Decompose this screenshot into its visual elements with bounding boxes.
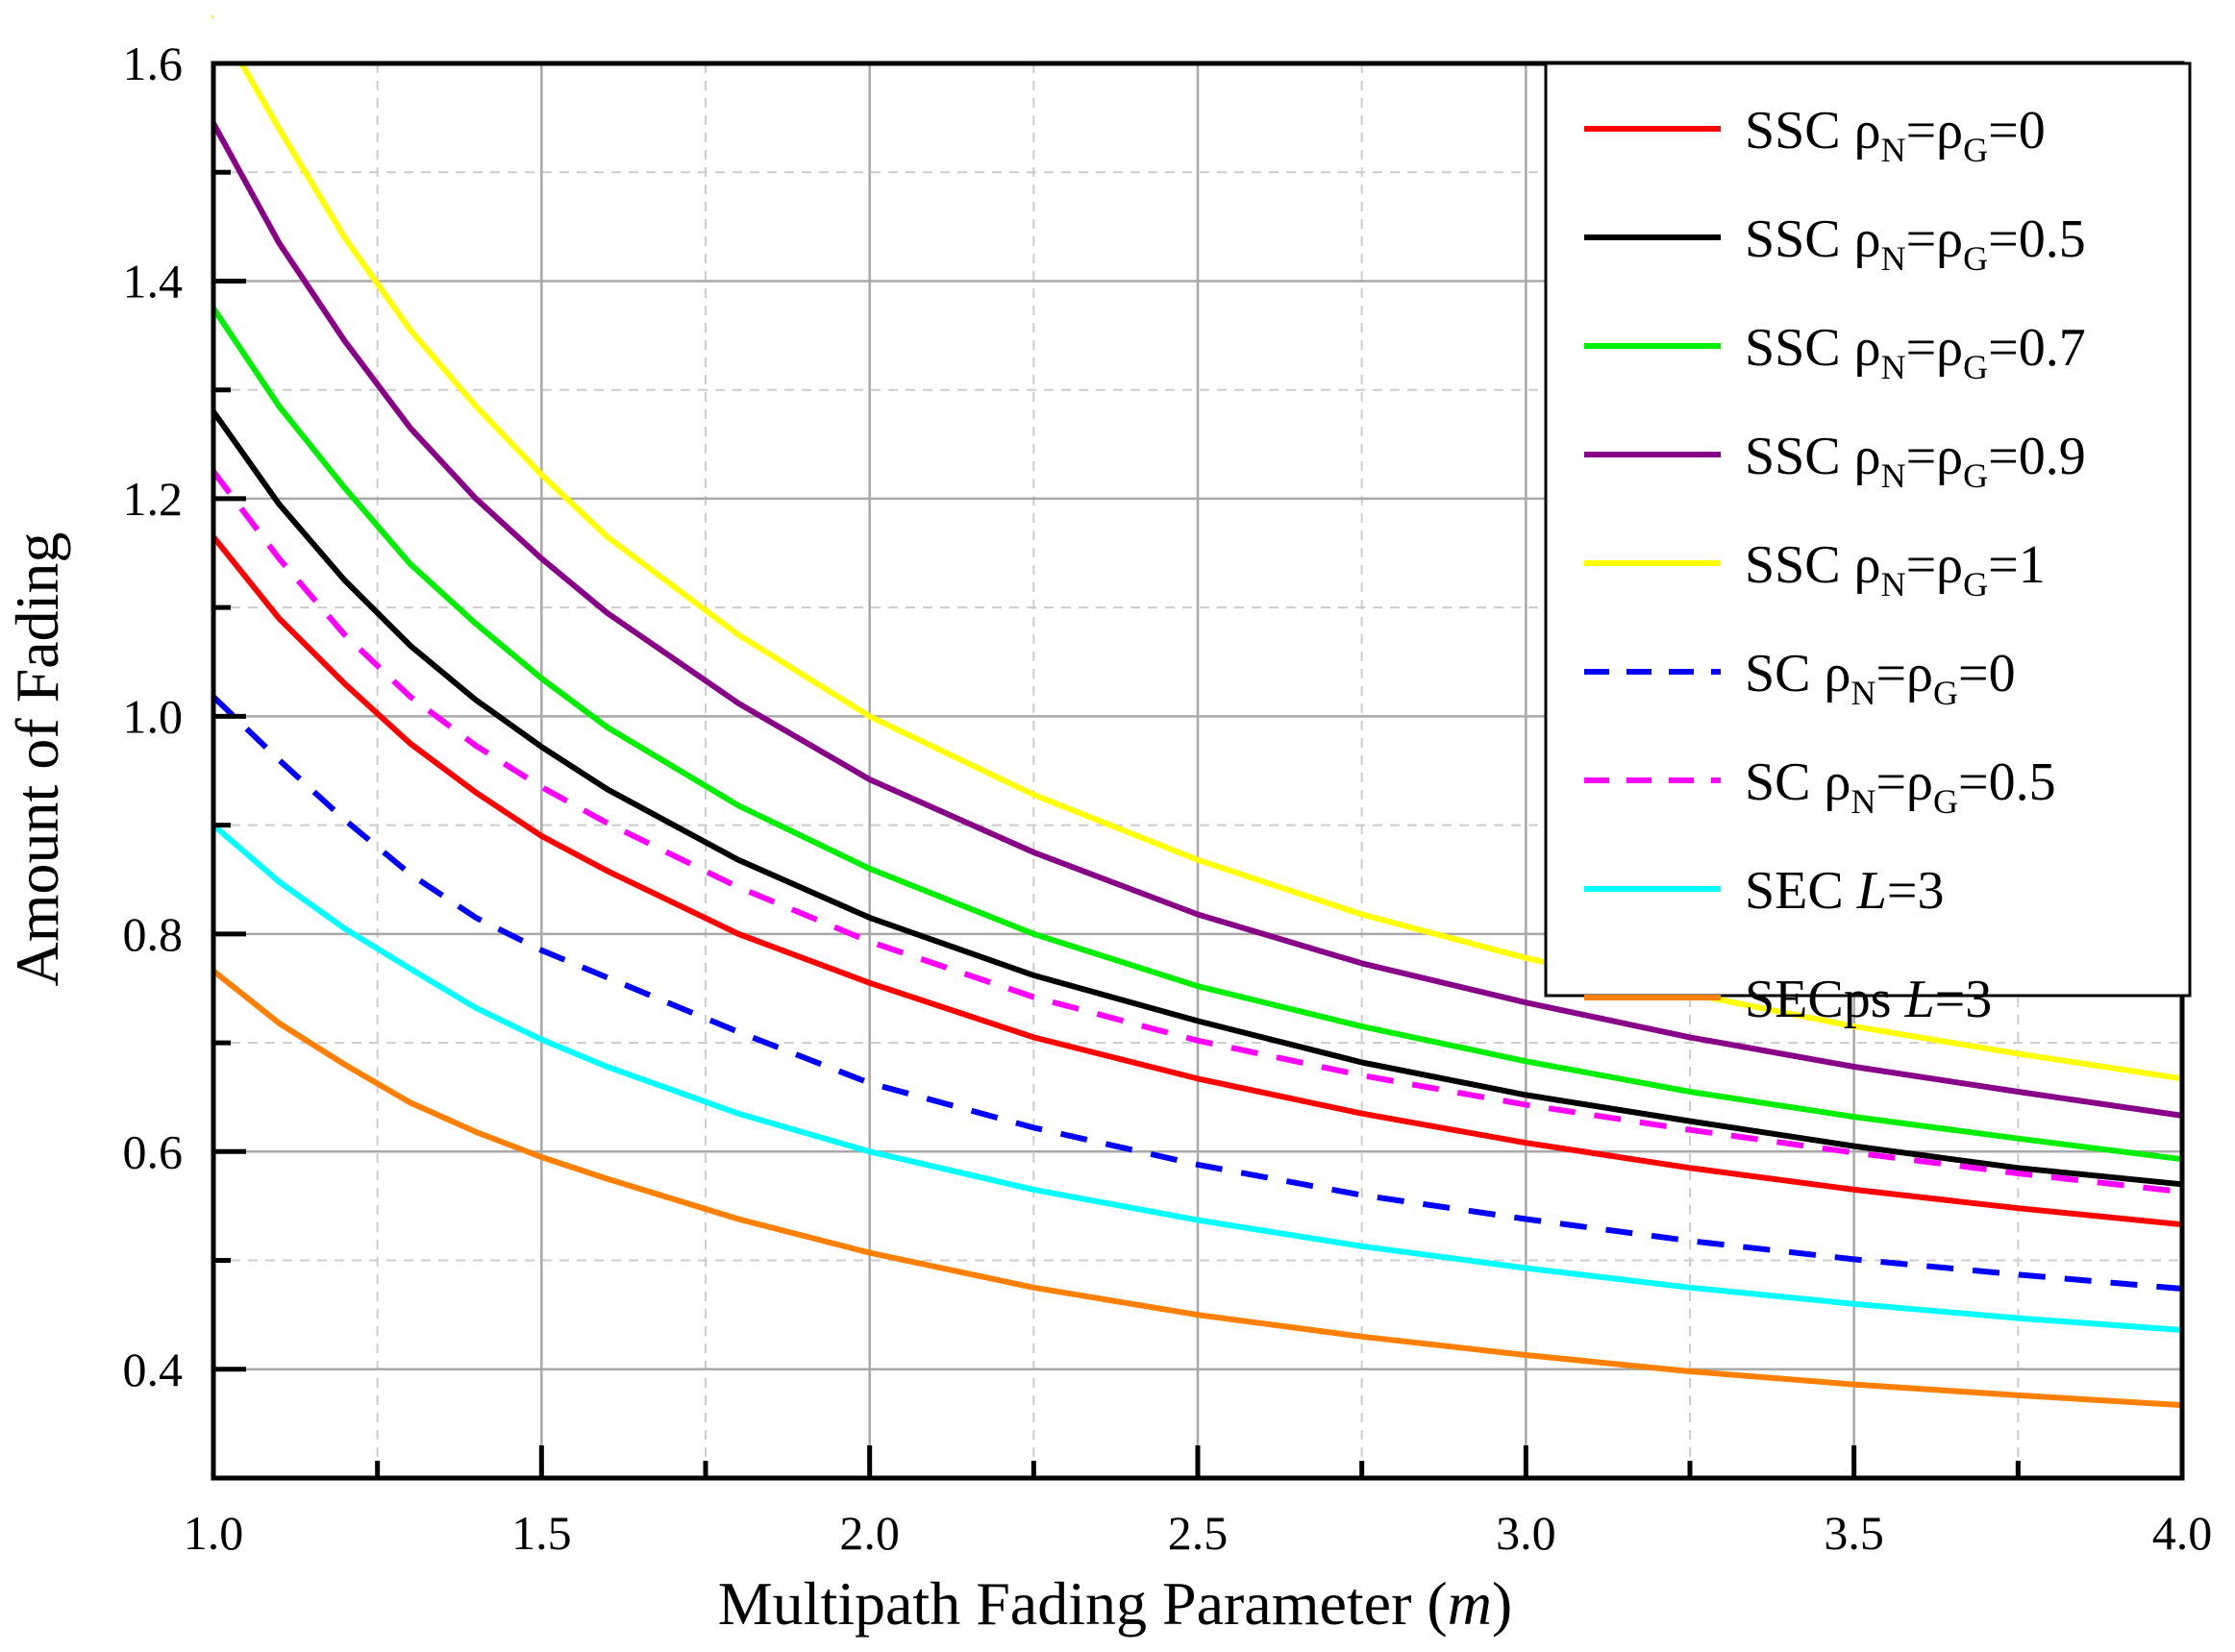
x-axis-title-text: Multipath Fading Parameter — [718, 1569, 1412, 1638]
legend-entry: SC ρN=ρG=0.5 — [1745, 752, 2056, 821]
series-line-5 — [211, 12, 2183, 1082]
legend-entry: SC ρN=ρG=0 — [1745, 644, 2016, 712]
series-line-6 — [211, 694, 2183, 1292]
y-tick-label: 0.6 — [123, 1124, 184, 1178]
x-tick-label: 3.0 — [1496, 1506, 1556, 1560]
series-line-1 — [211, 534, 2183, 1228]
series-line-8 — [211, 823, 2183, 1333]
y-tick-label: 0.4 — [123, 1343, 184, 1396]
x-axis-title-symbol: m — [1448, 1569, 1492, 1638]
legend-entry: SSC ρN=ρG=0 — [1745, 101, 2046, 169]
series-line-9 — [211, 968, 2183, 1409]
legend-entry: SSC ρN=ρG=0.7 — [1745, 318, 2086, 386]
plot-lines — [211, 12, 2183, 1409]
legend-box — [1544, 62, 2192, 998]
series-line-3 — [211, 307, 2183, 1163]
x-tick-label: 2.0 — [839, 1506, 900, 1560]
y-tick-label: 1.2 — [123, 472, 184, 526]
x-tick-label: 4.0 — [2152, 1506, 2213, 1560]
legend-entry: SSC ρN=ρG=0.5 — [1745, 210, 2086, 278]
series-line-7 — [211, 469, 2183, 1196]
legend-entry: SSC ρN=ρG=0.9 — [1745, 427, 2086, 495]
tick-labels: 0.4 0.6 0.8 1.0 1.2 1.4 1.6 1.0 1.5 2.0 2.5 3.0 3.5 4… — [123, 37, 2213, 1560]
y-axis-title: Amount of Fading — [3, 532, 71, 987]
y-tick-label: 1.4 — [123, 254, 184, 308]
y-tick-label: 0.8 — [123, 907, 184, 961]
x-tick-label: 1.5 — [511, 1506, 572, 1560]
axes-frame — [211, 0, 2185, 1481]
legend: SSC ρN=ρG=0 SSC ρN=ρG=0.5 SSC ρN=ρG=0.7 SSC… — [1544, 62, 2192, 1029]
x-tick-label: 2.5 — [1168, 1506, 1229, 1560]
y-tick-label: 1.6 — [123, 37, 184, 90]
legend-entry: SEC L=3 — [1745, 861, 1944, 921]
y-tick-label: 1.0 — [123, 689, 184, 743]
top-mask — [213, 0, 2182, 62]
x-axis-title: Multipath Fading Parameter (m) — [718, 1569, 1512, 1638]
series-line-4 — [211, 121, 2183, 1119]
legend-entry: SSC ρN=ρG=1 — [1745, 535, 2046, 604]
legend-entry: SECps L=3 — [1745, 970, 1992, 1029]
x-tick-label: 3.5 — [1824, 1506, 1884, 1560]
series-line-2 — [211, 409, 2183, 1188]
x-tick-label: 1.0 — [184, 1506, 244, 1560]
